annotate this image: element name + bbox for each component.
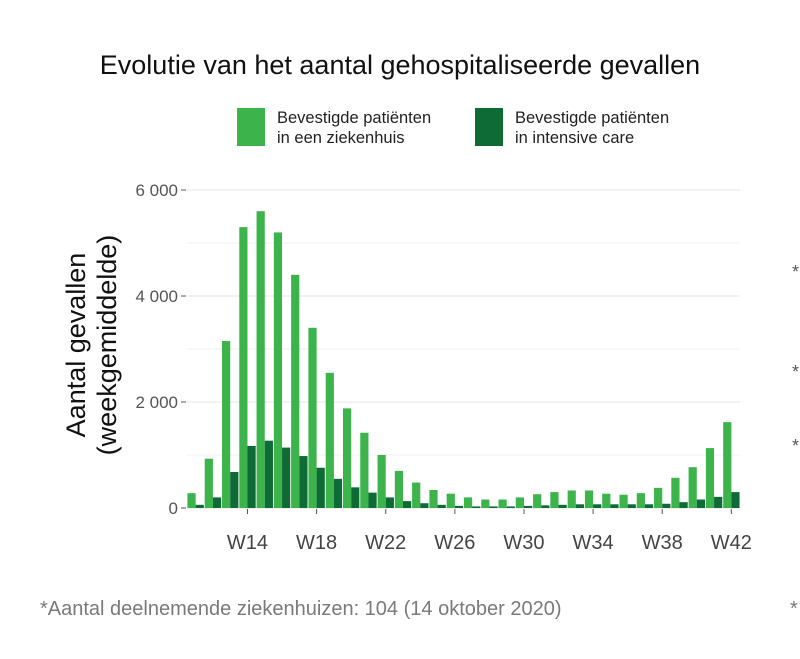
bar-hospital-W24: [412, 482, 421, 508]
bar-hospital-W36: [619, 494, 628, 508]
bar-icu-W11: [195, 504, 204, 508]
bar-hospital-W31: [533, 494, 542, 508]
edge-asterisk-1: *: [792, 262, 800, 282]
bar-hospital-W18: [308, 327, 317, 508]
bar-hospital-W13: [222, 341, 231, 508]
bar-hospital-W37: [636, 493, 645, 508]
bar-icu-W20: [351, 487, 360, 508]
bar-icu-W28: [489, 506, 498, 508]
bar-icu-W31: [541, 505, 550, 508]
bar-hospital-W11: [187, 493, 196, 508]
bar-icu-W39: [679, 502, 688, 508]
bar-icu-W22: [385, 497, 394, 508]
bar-icu-W21: [368, 492, 377, 508]
bar-hospital-W34: [584, 490, 594, 508]
legend-label-icu-line2: in intensive care: [515, 129, 635, 147]
bar-icu-W18: [316, 467, 325, 508]
bar-icu-W34: [593, 504, 602, 508]
bar-icu-W38: [662, 503, 671, 508]
bar-icu-W35: [610, 504, 619, 508]
bar-icu-W15: [264, 440, 273, 508]
legend-label-icu-line1: Bevestigde patiënten: [515, 109, 670, 127]
legend-label-hospital-line2: in een ziekenhuis: [277, 129, 405, 147]
bar-icu-W36: [627, 504, 636, 508]
y-tick-label: 4 000: [135, 287, 178, 306]
bar-icu-W33: [575, 504, 585, 508]
bar-hospital-W27: [463, 497, 473, 508]
edge-asterisk-3: *: [792, 436, 800, 456]
footnote: *Aantal deelnemende ziekenhuizen: 104 (1…: [40, 598, 562, 620]
bar-icu-W17: [299, 456, 308, 508]
bar-icu-W27: [472, 506, 481, 508]
bar-icu-W16: [282, 447, 291, 508]
bar-hospital-W14: [239, 227, 248, 508]
x-tick-label: W14: [227, 532, 268, 554]
bar-hospital-W23: [394, 470, 404, 508]
bar-icu-W41: [714, 496, 723, 508]
bar-hospital-W25: [429, 489, 438, 508]
bar-icu-W14: [247, 445, 256, 508]
bar-icu-W12: [212, 497, 222, 508]
legend-label-icu: Bevestigde patiënten in intensive care: [515, 108, 725, 148]
y-tick-label: 6 000: [135, 181, 178, 200]
bar-hospital-W40: [688, 467, 697, 508]
bar-icu-W24: [420, 503, 429, 508]
x-tick-label: W42: [711, 532, 752, 554]
bar-hospital-W16: [273, 232, 283, 508]
bar-hospital-W29: [498, 499, 507, 508]
bar-hospital-W32: [550, 492, 559, 508]
y-tick-label: 0: [169, 499, 178, 518]
bar-icu-W25: [437, 504, 446, 508]
bar-hospital-W33: [567, 490, 576, 508]
bar-icu-W23: [403, 501, 412, 508]
bar-hospital-W21: [360, 432, 369, 508]
legend-label-hospital-line1: Bevestigde patiënten: [277, 109, 432, 127]
bar-hospital-W19: [325, 372, 334, 508]
bar-hospital-W42: [723, 422, 732, 508]
bar-hospital-W39: [671, 477, 680, 508]
bar-icu-W30: [523, 505, 533, 508]
x-tick-label: W34: [573, 532, 614, 554]
x-tick-label: W38: [642, 532, 683, 554]
x-tick-label: W26: [434, 532, 475, 554]
bar-icu-W37: [644, 504, 654, 508]
bar-icu-W29: [506, 506, 515, 508]
bar-hospital-W26: [446, 493, 455, 508]
bar-hospital-W35: [602, 493, 611, 508]
legend-label-hospital: Bevestigde patiënten in een ziekenhuis: [277, 108, 487, 148]
bar-hospital-W38: [654, 487, 663, 508]
bar-icu-W40: [696, 499, 705, 508]
bar-icu-W42: [731, 492, 740, 508]
bar-hospital-W28: [481, 499, 490, 508]
x-tick-label: W18: [296, 532, 337, 554]
bar-hospital-W22: [377, 455, 386, 508]
x-tick-label: W22: [365, 532, 406, 554]
edge-asterisk-2: *: [792, 362, 800, 382]
y-tick-label: 2 000: [135, 393, 178, 412]
bar-hospital-W12: [204, 458, 213, 508]
bar-hospital-W17: [291, 274, 300, 508]
bar-hospital-W41: [705, 448, 715, 508]
x-tick-label: W30: [503, 532, 544, 554]
bar-icu-W19: [333, 478, 343, 508]
bar-hospital-W20: [342, 408, 352, 508]
bar-icu-W13: [230, 471, 239, 508]
legend-swatch-icu: [475, 108, 503, 146]
legend-swatch-hospital: [237, 108, 265, 146]
bar-icu-W26: [454, 505, 464, 508]
bar-icu-W32: [558, 504, 567, 508]
chart-title: Evolutie van het aantal gehospitaliseerd…: [99, 50, 701, 80]
edge-asterisk-4: *: [790, 598, 798, 620]
bar-hospital-W15: [256, 211, 265, 508]
bar-hospital-W30: [515, 497, 524, 508]
